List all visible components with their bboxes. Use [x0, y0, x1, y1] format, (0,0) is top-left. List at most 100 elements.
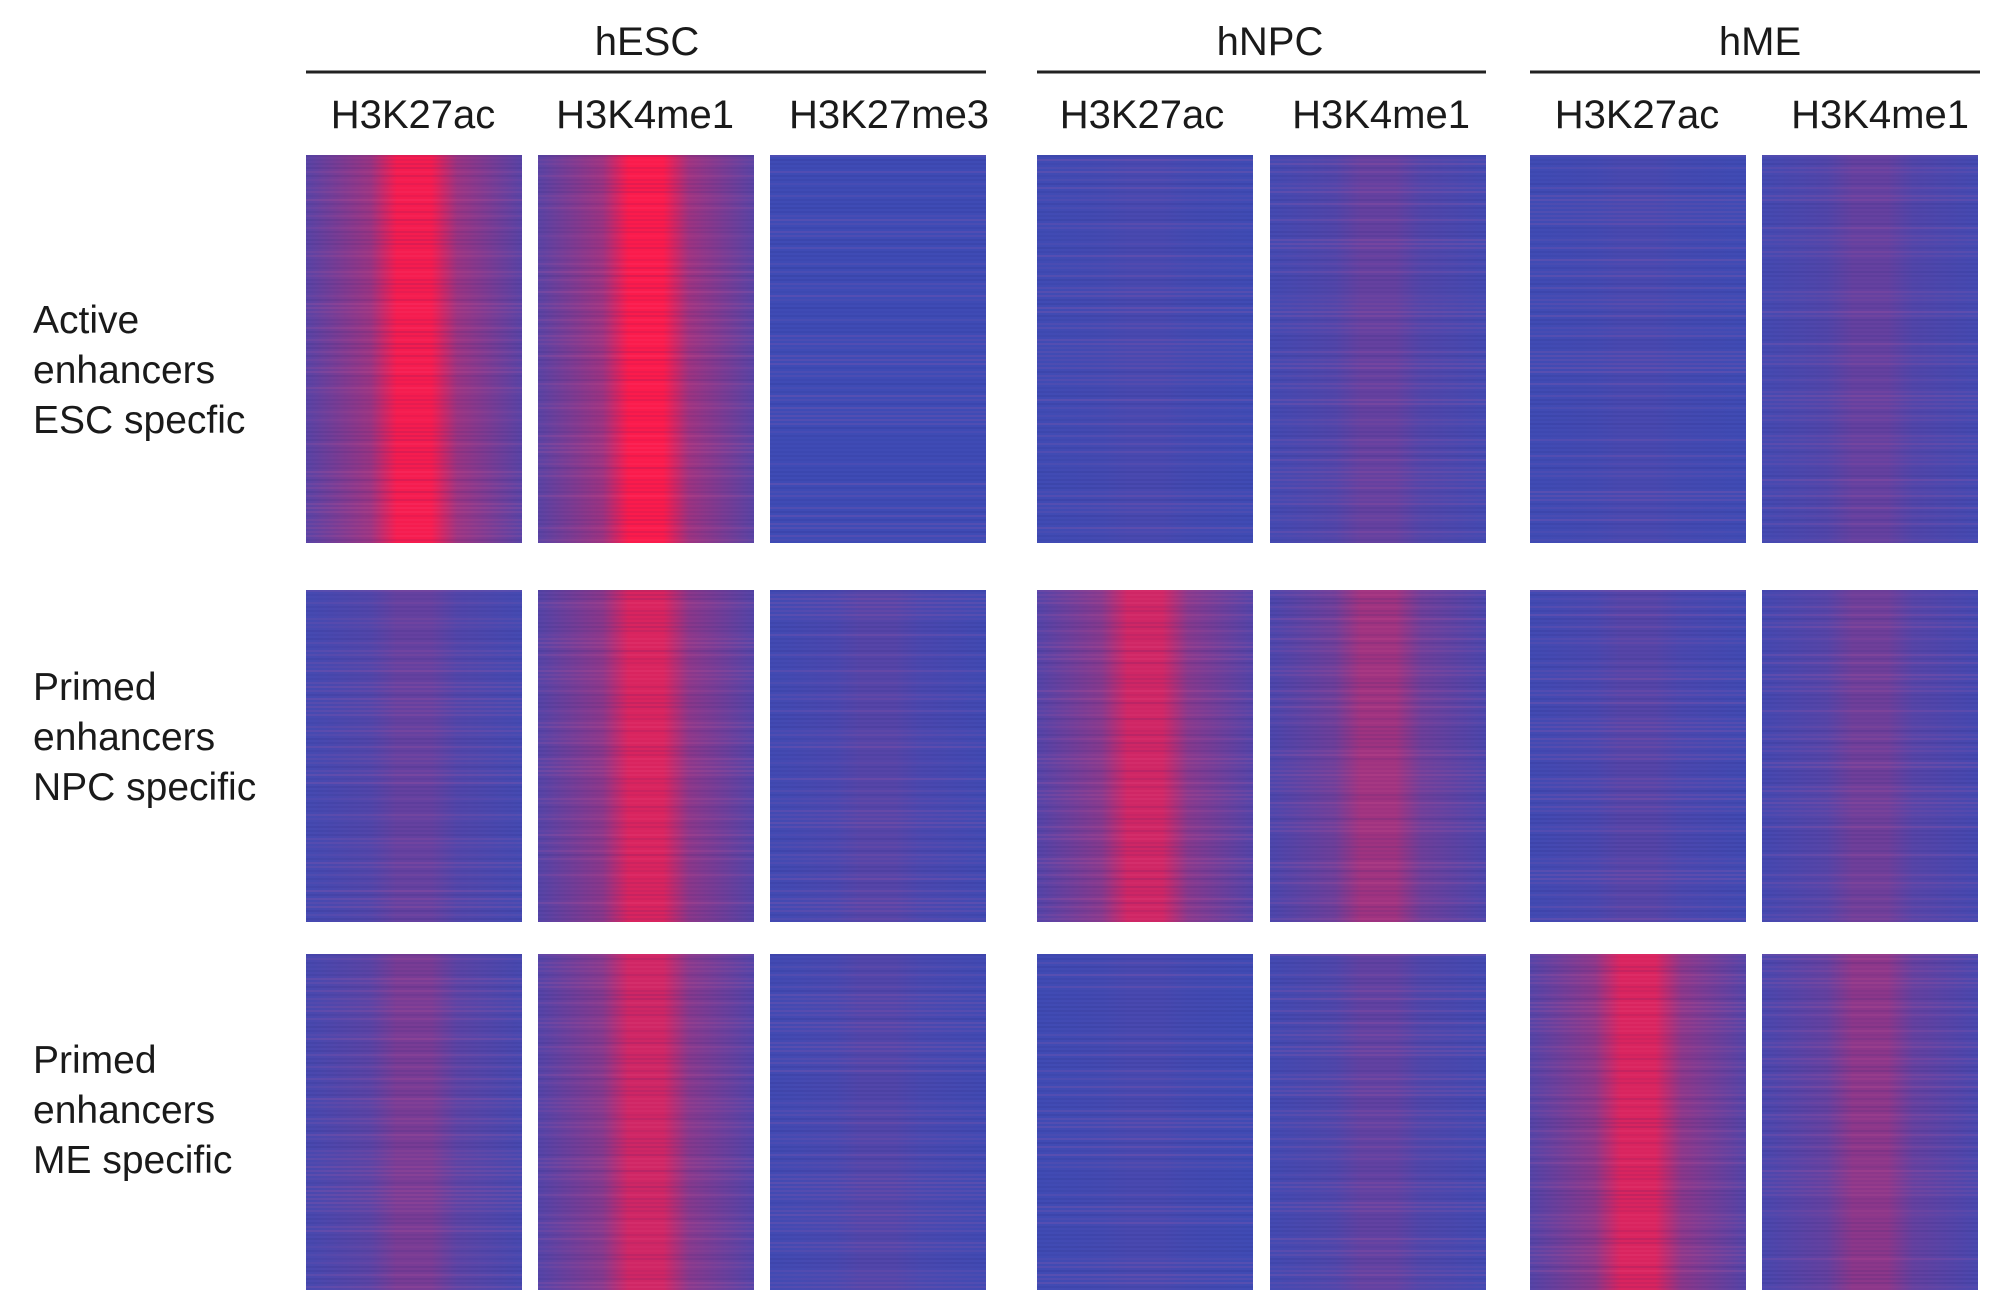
heatmap-streak	[538, 666, 754, 668]
heatmap-streak	[1037, 435, 1253, 437]
heatmap-streak	[1530, 1146, 1746, 1148]
heatmap-streak	[1762, 722, 1978, 724]
heatmap-streak	[1762, 1198, 1978, 1200]
heatmap-streak	[1037, 495, 1253, 497]
group-label-hesc: hESC	[595, 20, 700, 64]
heatmap-streak	[1530, 1038, 1746, 1040]
heatmap-streak	[1530, 682, 1746, 684]
heatmap-streak	[1762, 223, 1978, 225]
heatmap-streak	[306, 806, 522, 808]
heatmap-streak	[770, 738, 986, 740]
heatmap-streak	[538, 1086, 754, 1088]
heatmap-streak	[1037, 802, 1253, 804]
heatmap-streak	[306, 678, 522, 680]
heatmap-streak	[770, 790, 986, 792]
heatmap-streak	[538, 495, 754, 497]
heatmap-streak	[1037, 1034, 1253, 1036]
heatmap-streak	[1037, 606, 1253, 608]
heatmap-streak	[1762, 906, 1978, 908]
heatmap-streak	[306, 267, 522, 269]
heatmap-streak	[1530, 742, 1746, 744]
heatmap-streak	[538, 1186, 754, 1188]
heatmap-streak	[1530, 1006, 1746, 1008]
heatmap-streak	[306, 910, 522, 912]
heatmap-streak	[770, 654, 986, 656]
heatmap-streak	[1270, 515, 1486, 517]
heatmap-streak	[1762, 1242, 1978, 1244]
heatmap-streak	[1037, 610, 1253, 612]
heatmap-streak	[1530, 1202, 1746, 1204]
heatmap-streak	[1037, 602, 1253, 604]
heatmap-streak	[538, 1246, 754, 1248]
heatmap-streak	[1762, 267, 1978, 269]
heatmap-streak	[1270, 966, 1486, 968]
heatmap-streak	[538, 1010, 754, 1012]
heatmap-streak	[1270, 351, 1486, 353]
heatmap-streak	[1762, 1182, 1978, 1184]
heatmap-streak	[538, 1142, 754, 1144]
heatmap-streak	[538, 670, 754, 672]
heatmap-streak	[306, 443, 522, 445]
heatmap-streak	[1762, 483, 1978, 485]
heatmap-streak	[1762, 499, 1978, 501]
heatmap-streak	[1270, 1266, 1486, 1268]
heatmap-streak	[1762, 251, 1978, 253]
heatmap-streak	[1270, 455, 1486, 457]
heatmap-streak	[538, 974, 754, 976]
heatmap-streak	[1762, 918, 1978, 920]
heatmap-streak	[306, 610, 522, 612]
heatmap-streak	[1762, 1194, 1978, 1196]
heatmap-streak	[1270, 207, 1486, 209]
heatmap-streak	[1037, 479, 1253, 481]
heatmap-streak	[770, 1090, 986, 1092]
heatmap-streak	[1270, 1254, 1486, 1256]
heatmap-panel	[770, 590, 986, 922]
heatmap-streak	[1270, 854, 1486, 856]
heatmap-streak	[1037, 966, 1253, 968]
heatmap-streak	[306, 982, 522, 984]
heatmap-streak	[1037, 503, 1253, 505]
heatmap-streak	[1037, 527, 1253, 529]
heatmap-streak	[1530, 1106, 1746, 1108]
heatmap-streak	[1530, 163, 1746, 165]
heatmap-streak	[1270, 1082, 1486, 1084]
heatmap-streak	[1037, 1090, 1253, 1092]
heatmap-streak	[1762, 954, 1978, 956]
heatmap-streak	[770, 842, 986, 844]
heatmap-streak	[306, 1102, 522, 1104]
heatmap-streak	[306, 978, 522, 980]
heatmap-streak	[1270, 874, 1486, 876]
heatmap-streak	[538, 706, 754, 708]
heatmap-streak	[306, 495, 522, 497]
heatmap-streak	[1530, 407, 1746, 409]
heatmap-streak	[1530, 610, 1746, 612]
heatmap-streak	[306, 339, 522, 341]
heatmap-streak	[538, 291, 754, 293]
heatmap-streak	[1762, 411, 1978, 413]
heatmap-streak	[1037, 1022, 1253, 1024]
heatmap-streak	[1530, 475, 1746, 477]
heatmap-streak	[306, 355, 522, 357]
heatmap-streak	[538, 1046, 754, 1048]
heatmap-streak	[538, 682, 754, 684]
heatmap-streak	[1762, 738, 1978, 740]
heatmap-streak	[1037, 539, 1253, 541]
heatmap-streak	[1270, 1154, 1486, 1156]
heatmap-streak	[770, 423, 986, 425]
heatmap-panel	[770, 155, 986, 543]
heatmap-streak	[1530, 762, 1746, 764]
heatmap-streak	[1530, 694, 1746, 696]
heatmap-streak	[1270, 175, 1486, 177]
heatmap-streak	[1762, 327, 1978, 329]
heatmap-streak	[1530, 650, 1746, 652]
heatmap-streak	[1037, 994, 1253, 996]
heatmap-streak	[770, 263, 986, 265]
heatmap-streak	[1270, 307, 1486, 309]
heatmap-streak	[1037, 1006, 1253, 1008]
heatmap-streak	[1762, 527, 1978, 529]
heatmap-streak	[538, 838, 754, 840]
heatmap-panel	[306, 954, 522, 1290]
heatmap-streak	[1037, 159, 1253, 161]
heatmap-streak	[306, 1238, 522, 1240]
heatmap-streak	[1530, 602, 1746, 604]
